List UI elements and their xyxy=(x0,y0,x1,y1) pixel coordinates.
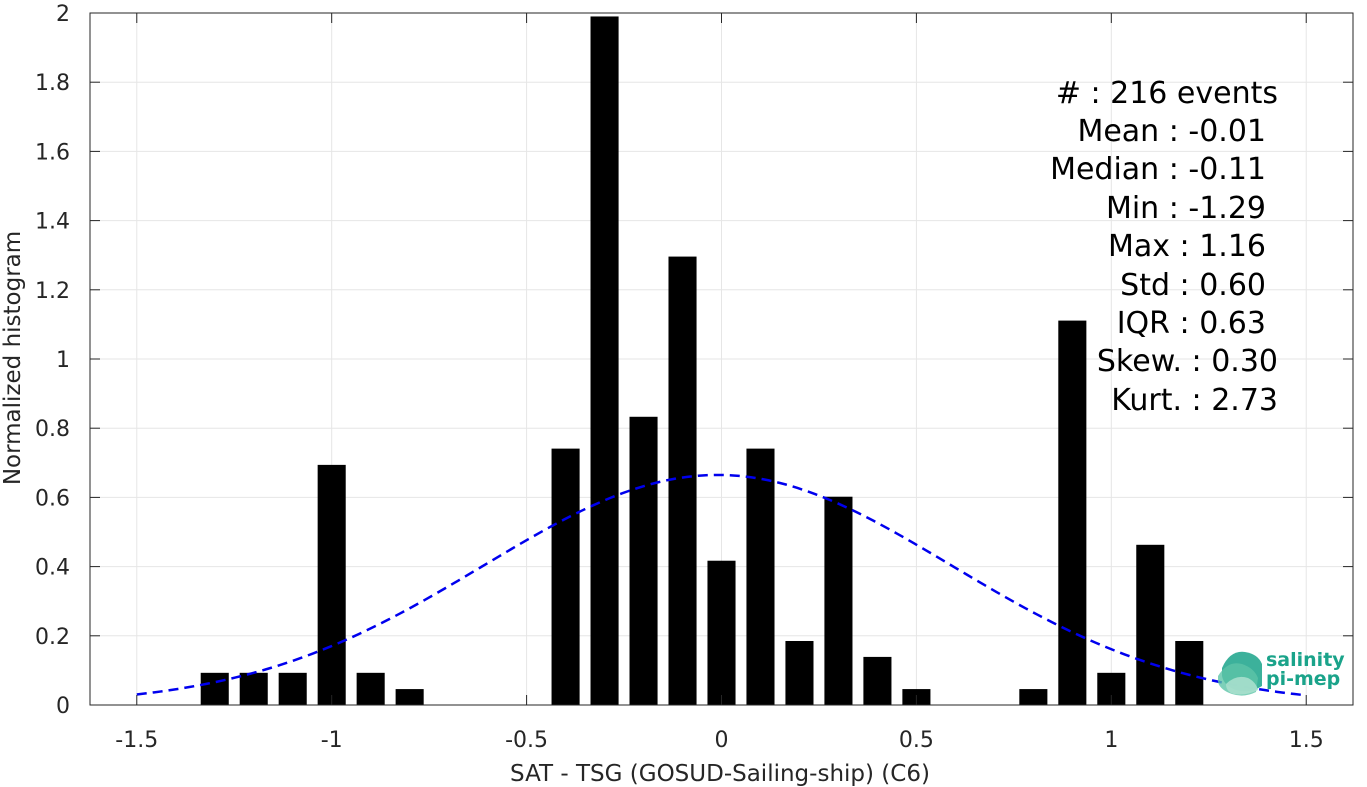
stat-kurt: Kurt. : 2.73 xyxy=(1111,383,1278,418)
histogram-bar xyxy=(395,689,424,705)
histogram-bar xyxy=(551,448,580,705)
y-tick-label: 1.6 xyxy=(35,140,70,165)
y-tick-label: 0.2 xyxy=(35,625,70,650)
y-tick-label: 1.4 xyxy=(35,210,70,235)
stat-min: Min : -1.29 xyxy=(1106,191,1266,226)
y-tick-label: 1.8 xyxy=(35,71,70,96)
x-tick-label: 1 xyxy=(1104,728,1118,753)
stat-events: # : 216 events xyxy=(1056,76,1278,111)
histogram-bar xyxy=(200,672,229,705)
histogram-bar xyxy=(824,496,853,705)
fit-curve-layer xyxy=(136,473,1307,697)
histogram-bars xyxy=(200,16,1204,705)
stats-box: # : 216 events Mean : -0.01 Median : -0.… xyxy=(1050,76,1278,418)
logo-text-salinity: salinity xyxy=(1266,649,1345,671)
histogram-bar xyxy=(1175,640,1204,705)
x-tick-label: 1.5 xyxy=(1289,728,1324,753)
histogram-bar xyxy=(1136,544,1165,705)
histogram-bar xyxy=(707,560,736,705)
stat-skew: Skew. : 0.30 xyxy=(1097,344,1278,379)
logo-text-pimep: pi-mep xyxy=(1266,668,1340,690)
histogram-bar xyxy=(278,672,307,705)
x-tick-label: -1.5 xyxy=(115,728,158,753)
histogram-bar xyxy=(629,416,658,705)
histogram-bar xyxy=(590,16,619,705)
histogram-bar xyxy=(1019,689,1048,705)
histogram-bar xyxy=(746,448,775,705)
histogram-bar xyxy=(239,672,268,705)
histogram-bar xyxy=(1058,320,1087,705)
y-tick-label: 0.8 xyxy=(35,417,70,442)
y-axis-label: Normalized histogram xyxy=(0,231,26,485)
y-tick-label: 0.6 xyxy=(35,486,70,511)
x-tick-label: 0.5 xyxy=(899,728,934,753)
y-tick-label: 2 xyxy=(56,2,70,27)
x-tick-label: 0 xyxy=(715,728,729,753)
wave-logo-icon xyxy=(1218,651,1262,696)
stat-mean: Mean : -0.01 xyxy=(1077,114,1266,149)
stat-max: Max : 1.16 xyxy=(1108,229,1266,264)
y-tick-label: 0.4 xyxy=(35,556,70,581)
axes-frame xyxy=(89,12,1354,706)
gaussian-fit-curve xyxy=(136,473,1307,697)
stat-std: Std : 0.60 xyxy=(1120,268,1266,303)
x-tick-label: -1 xyxy=(321,728,343,753)
salinity-pi-mep-logo: salinity pi-mep xyxy=(1218,649,1345,696)
y-tick-label: 0 xyxy=(56,694,70,719)
histogram-bar xyxy=(785,640,814,705)
histogram-bar xyxy=(668,256,697,705)
histogram-bar xyxy=(356,672,385,705)
y-tick-label: 1.2 xyxy=(35,279,70,304)
x-axis-label: SAT - TSG (GOSUD-Sailing-ship) (C6) xyxy=(510,761,930,787)
x-tick-label: -0.5 xyxy=(505,728,548,753)
stat-median: Median : -0.11 xyxy=(1050,152,1266,187)
stat-iqr: IQR : 0.63 xyxy=(1117,306,1266,341)
y-tick-label: 1 xyxy=(56,348,70,373)
histogram-bar xyxy=(317,464,346,705)
tick-labels: -1.5 -1 -0.5 0 0.5 1 1.5 0 0.2 0.4 0.6 0.8 1 1.2 1.4 1.… xyxy=(35,2,1324,753)
histogram-bar xyxy=(863,656,892,705)
